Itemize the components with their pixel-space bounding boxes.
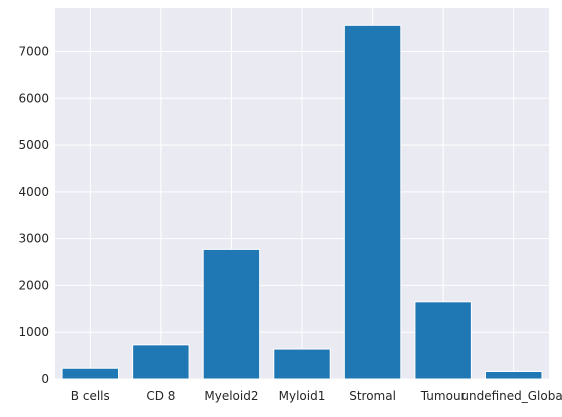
y-tick-label: 0 xyxy=(41,372,49,386)
bars xyxy=(61,24,543,380)
bar xyxy=(132,344,190,380)
bar xyxy=(414,301,472,380)
y-tick-label: 4000 xyxy=(18,185,49,199)
bar xyxy=(61,367,120,380)
y-tick-label: 5000 xyxy=(18,138,49,152)
y-tick-label: 1000 xyxy=(18,325,49,339)
bar xyxy=(202,248,261,380)
y-tick-labels: 0 1000 2000 3000 4000 5000 6000 7000 xyxy=(18,45,49,386)
x-tick-label: Tumour xyxy=(420,389,466,403)
x-tick-label: Stromal xyxy=(349,389,396,403)
x-tick-label: CD 8 xyxy=(146,389,175,403)
x-tick-label: B cells xyxy=(71,389,110,403)
x-tick-label: Myloid1 xyxy=(279,389,326,403)
y-tick-label: 7000 xyxy=(18,45,49,59)
x-tick-label: Myeloid2 xyxy=(204,389,258,403)
y-tick-label: 3000 xyxy=(18,232,49,246)
y-tick-label: 2000 xyxy=(18,278,49,292)
bar xyxy=(484,371,543,380)
bar xyxy=(343,24,402,380)
x-tick-labels: B cells CD 8 Myeloid2 Myloid1 Stromal Tumouru… xyxy=(71,389,562,403)
y-tick-label: 6000 xyxy=(18,91,49,105)
x-tick-label: undefined_Global xyxy=(461,389,562,403)
bar xyxy=(273,348,331,380)
